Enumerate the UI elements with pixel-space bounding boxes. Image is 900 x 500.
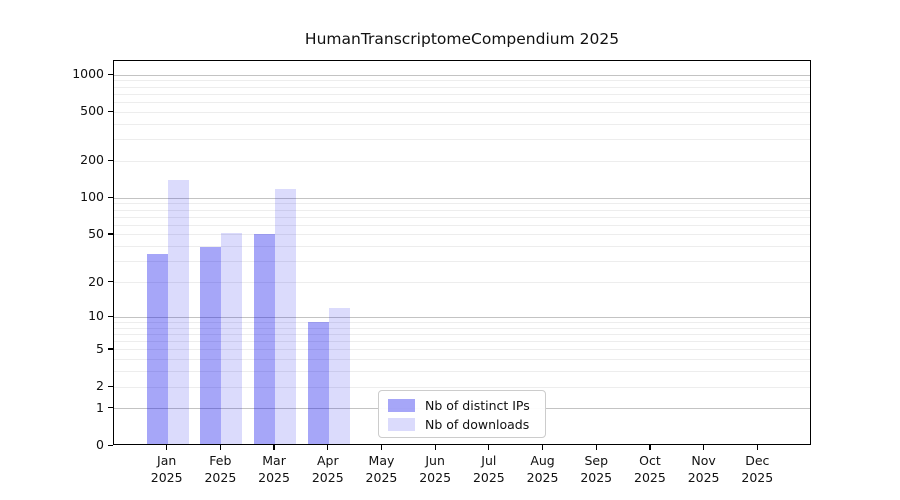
- minor-gridline: [114, 209, 810, 211]
- minor-gridline: [114, 80, 810, 82]
- major-gridline-10: [114, 316, 810, 318]
- y-tick-mark-1000: [108, 73, 113, 75]
- chart-title: HumanTranscriptomeCompendium 2025: [304, 30, 620, 48]
- y-tick-label-0: 0: [96, 437, 104, 452]
- y-tick-mark-500: [108, 110, 113, 112]
- bar-apr-2025-distinct-ips: [307, 322, 329, 445]
- minor-gridline: [114, 341, 810, 343]
- y-tick-label-1000: 1000: [72, 66, 104, 82]
- legend-swatch-distinct-ips: [388, 398, 415, 412]
- y-tick-mark-200: [108, 159, 113, 161]
- legend-label-distinct-ips: Nb of distinct IPs: [425, 397, 530, 413]
- x-tick-mark-dec: [756, 445, 758, 450]
- minor-gridline: [114, 123, 810, 125]
- bar-feb-2025-downloads: [221, 232, 243, 445]
- major-gridline-100: [114, 197, 810, 199]
- y-tick-mark-5: [108, 348, 113, 350]
- minor-gridline: [114, 216, 810, 218]
- x-tick-mark-feb: [219, 445, 221, 450]
- x-tick-label-sep: Sep 2025: [580, 453, 613, 485]
- x-tick-label-apr: Apr 2025: [311, 453, 344, 485]
- minor-gridline: [114, 371, 810, 373]
- x-tick-label-jan: Jan 2025: [150, 453, 183, 485]
- x-tick-mark-jul: [488, 445, 490, 450]
- x-tick-mark-mar: [273, 445, 275, 450]
- legend-item-downloads: Nb of downloads: [388, 416, 537, 432]
- y-tick-mark-2: [108, 385, 113, 387]
- y-tick-label-500: 500: [80, 103, 104, 119]
- minor-gridline: [114, 160, 810, 162]
- x-tick-label-mar: Mar 2025: [258, 453, 290, 485]
- y-tick-mark-20: [108, 281, 113, 283]
- legend-label-downloads: Nb of downloads: [425, 416, 530, 432]
- y-tick-mark-0: [108, 444, 113, 446]
- minor-gridline: [114, 349, 810, 351]
- x-tick-mark-oct: [649, 445, 651, 450]
- minor-gridline: [114, 203, 810, 205]
- x-tick-label-nov: Nov 2025: [687, 453, 720, 485]
- minor-gridline: [114, 139, 810, 141]
- major-gridline-1000: [114, 74, 810, 76]
- x-tick-label-may: May 2025: [365, 453, 398, 485]
- x-tick-mark-jun: [434, 445, 436, 450]
- x-tick-mark-may: [380, 445, 383, 450]
- y-tick-mark-100: [108, 196, 113, 198]
- x-tick-mark-sep: [595, 445, 597, 450]
- plot-area: [113, 60, 811, 445]
- x-tick-label-aug: Aug 2025: [526, 453, 559, 485]
- bar-feb-2025-distinct-ips: [200, 246, 222, 445]
- minor-gridline: [114, 327, 810, 329]
- y-tick-mark-50: [108, 233, 113, 235]
- x-tick-mark-aug: [541, 445, 544, 450]
- x-tick-label-oct: Oct 2025: [634, 453, 666, 485]
- y-tick-label-2: 2: [96, 378, 104, 394]
- y-tick-label-200: 200: [80, 152, 104, 168]
- minor-gridline: [114, 93, 810, 95]
- y-tick-label-1: 1: [96, 399, 104, 415]
- x-tick-label-feb: Feb 2025: [204, 453, 237, 485]
- legend-swatch-downloads: [388, 417, 415, 431]
- x-tick-label-jul: Jul 2025: [472, 453, 505, 485]
- legend-item-distinct-ips: Nb of distinct IPs: [388, 397, 537, 413]
- bar-jan-2025-downloads: [167, 180, 189, 445]
- bar-mar-2025-distinct-ips: [254, 233, 276, 445]
- y-tick-mark-10: [108, 315, 113, 317]
- bar-mar-2025-downloads: [275, 188, 297, 445]
- minor-gridline: [114, 333, 810, 335]
- minor-gridline: [114, 224, 810, 226]
- minor-gridline: [114, 359, 810, 361]
- bar-apr-2025-downloads: [328, 308, 350, 445]
- minor-gridline: [114, 282, 810, 284]
- legend: Nb of distinct IPs Nb of downloads: [378, 390, 546, 438]
- y-tick-label-50: 50: [88, 225, 104, 241]
- minor-gridline: [114, 111, 810, 113]
- minor-gridline: [114, 86, 810, 88]
- y-tick-mark-1: [108, 407, 113, 409]
- minor-gridline: [114, 261, 810, 263]
- y-tick-label-5: 5: [96, 340, 104, 356]
- x-tick-mark-jan: [166, 445, 168, 450]
- x-tick-label-jun: Jun 2025: [419, 453, 452, 485]
- minor-gridline: [114, 234, 810, 236]
- x-tick-label-dec: Dec 2025: [741, 453, 774, 485]
- y-tick-label-10: 10: [88, 308, 104, 324]
- minor-gridline: [114, 386, 810, 388]
- y-tick-label-20: 20: [88, 273, 104, 289]
- x-tick-mark-nov: [703, 445, 705, 450]
- minor-gridline: [114, 246, 810, 248]
- minor-gridline: [114, 102, 810, 104]
- minor-gridline: [114, 321, 810, 323]
- bar-jan-2025-distinct-ips: [146, 253, 168, 445]
- x-tick-mark-apr: [327, 445, 329, 450]
- y-tick-label-100: 100: [80, 189, 104, 205]
